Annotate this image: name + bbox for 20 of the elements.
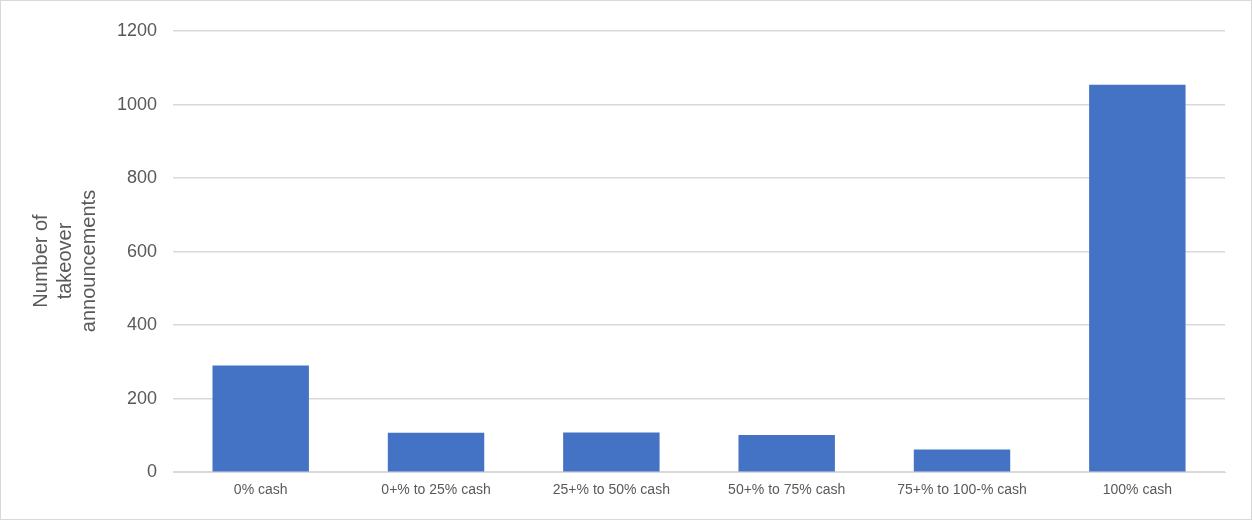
y-tick-label: 1000 [117, 93, 158, 114]
bar [1089, 84, 1186, 472]
bar [212, 365, 309, 472]
bar [738, 435, 835, 472]
x-tick-label: 100% cash [1102, 481, 1172, 498]
x-tick-label: 75+% to 100-% cash [897, 481, 1027, 498]
x-tick-label: 25+% to 50% cash [552, 481, 670, 498]
x-tick-label: 0+% to 25% cash [381, 481, 491, 498]
y-tick-label: 200 [127, 387, 158, 408]
y-tick-label: 1200 [117, 19, 158, 40]
y-tick-label: 400 [127, 314, 158, 335]
y-tick-label: 600 [127, 240, 158, 261]
bar [913, 449, 1011, 472]
y-tick-label: 800 [127, 167, 158, 188]
x-tick-label: 0% cash [233, 481, 288, 498]
y-axis-title: Number of takeover announcements [28, 189, 100, 333]
bar [387, 432, 485, 472]
y-tick-label: 0 [147, 461, 158, 482]
bar [563, 432, 660, 472]
x-tick-label: 50+% to 75% cash [728, 481, 846, 498]
